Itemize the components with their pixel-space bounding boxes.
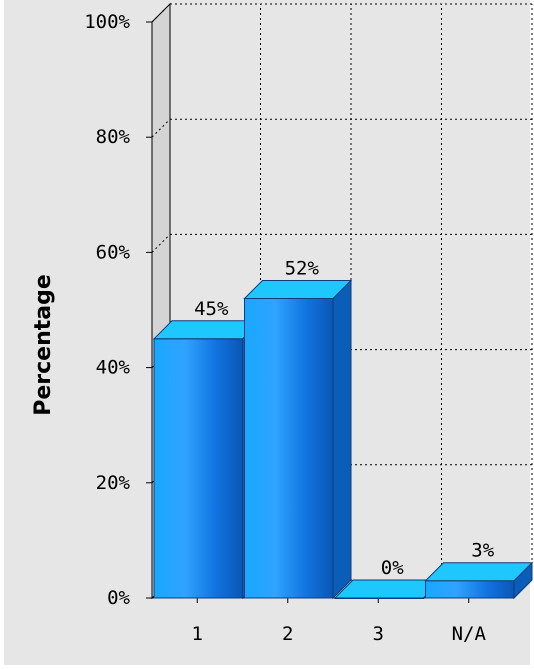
grid-line-diagonal: [151, 234, 171, 253]
y-tick-label: 100%: [84, 11, 130, 33]
x-tick-label: N/A: [452, 623, 487, 645]
x-tick-label: 2: [282, 623, 293, 645]
bar-side-face: [332, 279, 352, 600]
bar-front-face: [425, 580, 515, 599]
bar-layer: [152, 279, 534, 600]
x-tick-label: 1: [192, 623, 203, 645]
bar-N/A: [424, 561, 534, 600]
bar-top-face: [243, 279, 353, 299]
grid-line-diagonal: [151, 118, 171, 138]
bar-top-face: [424, 562, 534, 582]
y-tick-label: 80%: [96, 126, 131, 148]
y-tick-label: 60%: [96, 241, 131, 263]
y-axis-title: Percentage: [31, 274, 56, 416]
bar-2: [243, 279, 353, 600]
y-tick-label: 40%: [96, 357, 131, 379]
bar-front-face: [244, 297, 334, 599]
y-tick-label: 0%: [107, 587, 130, 609]
data-label: 3%: [471, 540, 494, 562]
x-tick-label: 3: [373, 623, 384, 645]
chart-frame: 0% 20% 40% 60% 80% 100% 45% 1 52% 2 0% 3 3% N/A Perc…: [4, 0, 534, 665]
data-label: 45%: [194, 298, 229, 320]
bar-front-face: [153, 338, 243, 599]
data-label: 52%: [285, 257, 320, 279]
label-layer: 45% 1 52% 2 0% 3 3% N/A: [192, 257, 495, 645]
grid-line-diagonal: [151, 3, 171, 23]
y-tick-label: 20%: [96, 472, 131, 494]
bar-chart: 0%20%40%60%80%100% 45%152%20%33%N/A Perc…: [31, 2, 534, 645]
data-label: 0%: [381, 557, 404, 579]
